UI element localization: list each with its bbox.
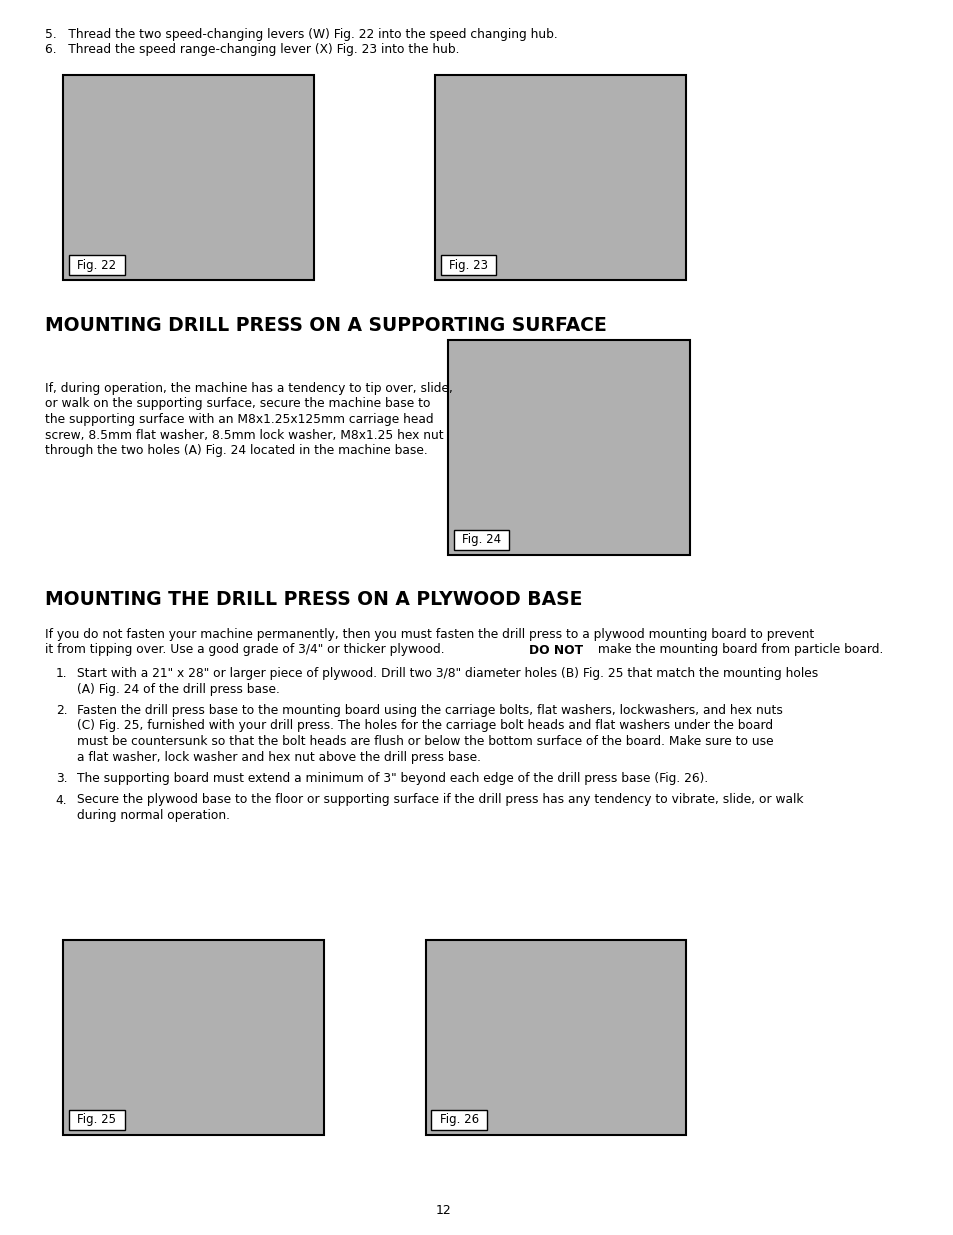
Bar [454,530,509,550]
Text: DO NOT: DO NOT [528,643,582,657]
Text: MOUNTING THE DRILL PRESS ON A PLYWOOD BASE: MOUNTING THE DRILL PRESS ON A PLYWOOD BA… [45,590,581,609]
Bar [431,1110,487,1130]
Bar [69,254,125,275]
Text: MOUNTING DRILL PRESS ON A SUPPORTING SURFACE: MOUNTING DRILL PRESS ON A SUPPORTING SUR… [45,316,606,335]
Text: Fig. 25: Fig. 25 [77,1114,116,1126]
Text: 1.: 1. [55,667,68,680]
Bar [435,75,685,280]
Text: during normal operation.: during normal operation. [77,809,230,823]
Text: through the two holes (A) Fig. 24 located in the machine base.: through the two holes (A) Fig. 24 locate… [45,445,427,457]
Text: If, during operation, the machine has a tendency to tip over, slide,: If, during operation, the machine has a … [45,382,452,395]
Text: the supporting surface with an M8x1.25x125mm carriage head: the supporting surface with an M8x1.25x1… [45,412,433,426]
Text: it from tipping over. Use a good grade of 3/4" or thicker plywood.: it from tipping over. Use a good grade o… [45,643,448,657]
Bar [448,340,689,555]
Text: Fig. 23: Fig. 23 [449,258,488,272]
Text: must be countersunk so that the bolt heads are flush or below the bottom surface: must be countersunk so that the bolt hea… [77,735,773,748]
Text: or walk on the supporting surface, secure the machine base to: or walk on the supporting surface, secur… [45,398,430,410]
Text: (C) Fig. 25, furnished with your drill press. The holes for the carriage bolt he: (C) Fig. 25, furnished with your drill p… [77,720,773,732]
Text: Fig. 24: Fig. 24 [461,534,500,547]
Text: The supporting board must extend a minimum of 3" beyond each edge of the drill p: The supporting board must extend a minim… [77,772,708,785]
Text: 12: 12 [436,1203,451,1216]
Text: 5.   Thread the two speed-changing levers (W) Fig. 22 into the speed changing hu: 5. Thread the two speed-changing levers … [45,28,557,41]
Text: Fig. 22: Fig. 22 [77,258,116,272]
Bar [63,940,323,1135]
Bar [425,940,685,1135]
Text: Fig. 26: Fig. 26 [439,1114,478,1126]
Text: If you do not fasten your machine permanently, then you must fasten the drill pr: If you do not fasten your machine perman… [45,629,813,641]
Bar [69,1110,125,1130]
Text: a flat washer, lock washer and hex nut above the drill press base.: a flat washer, lock washer and hex nut a… [77,751,480,763]
Text: 6.   Thread the speed range-changing lever (X) Fig. 23 into the hub.: 6. Thread the speed range-changing lever… [45,43,458,57]
Text: Secure the plywood base to the floor or supporting surface if the drill press ha: Secure the plywood base to the floor or … [77,794,802,806]
Text: Start with a 21" x 28" or larger piece of plywood. Drill two 3/8" diameter holes: Start with a 21" x 28" or larger piece o… [77,667,818,680]
Text: 3.: 3. [55,772,68,785]
Text: screw, 8.5mm flat washer, 8.5mm lock washer, M8x1.25 hex nut: screw, 8.5mm flat washer, 8.5mm lock was… [45,429,443,441]
Bar [440,254,496,275]
Text: (A) Fig. 24 of the drill press base.: (A) Fig. 24 of the drill press base. [77,683,280,695]
Text: make the mounting board from particle board.: make the mounting board from particle bo… [593,643,882,657]
Text: 2.: 2. [55,704,68,718]
Text: 4.: 4. [55,794,68,806]
Bar [63,75,314,280]
Text: Fasten the drill press base to the mounting board using the carriage bolts, flat: Fasten the drill press base to the mount… [77,704,782,718]
